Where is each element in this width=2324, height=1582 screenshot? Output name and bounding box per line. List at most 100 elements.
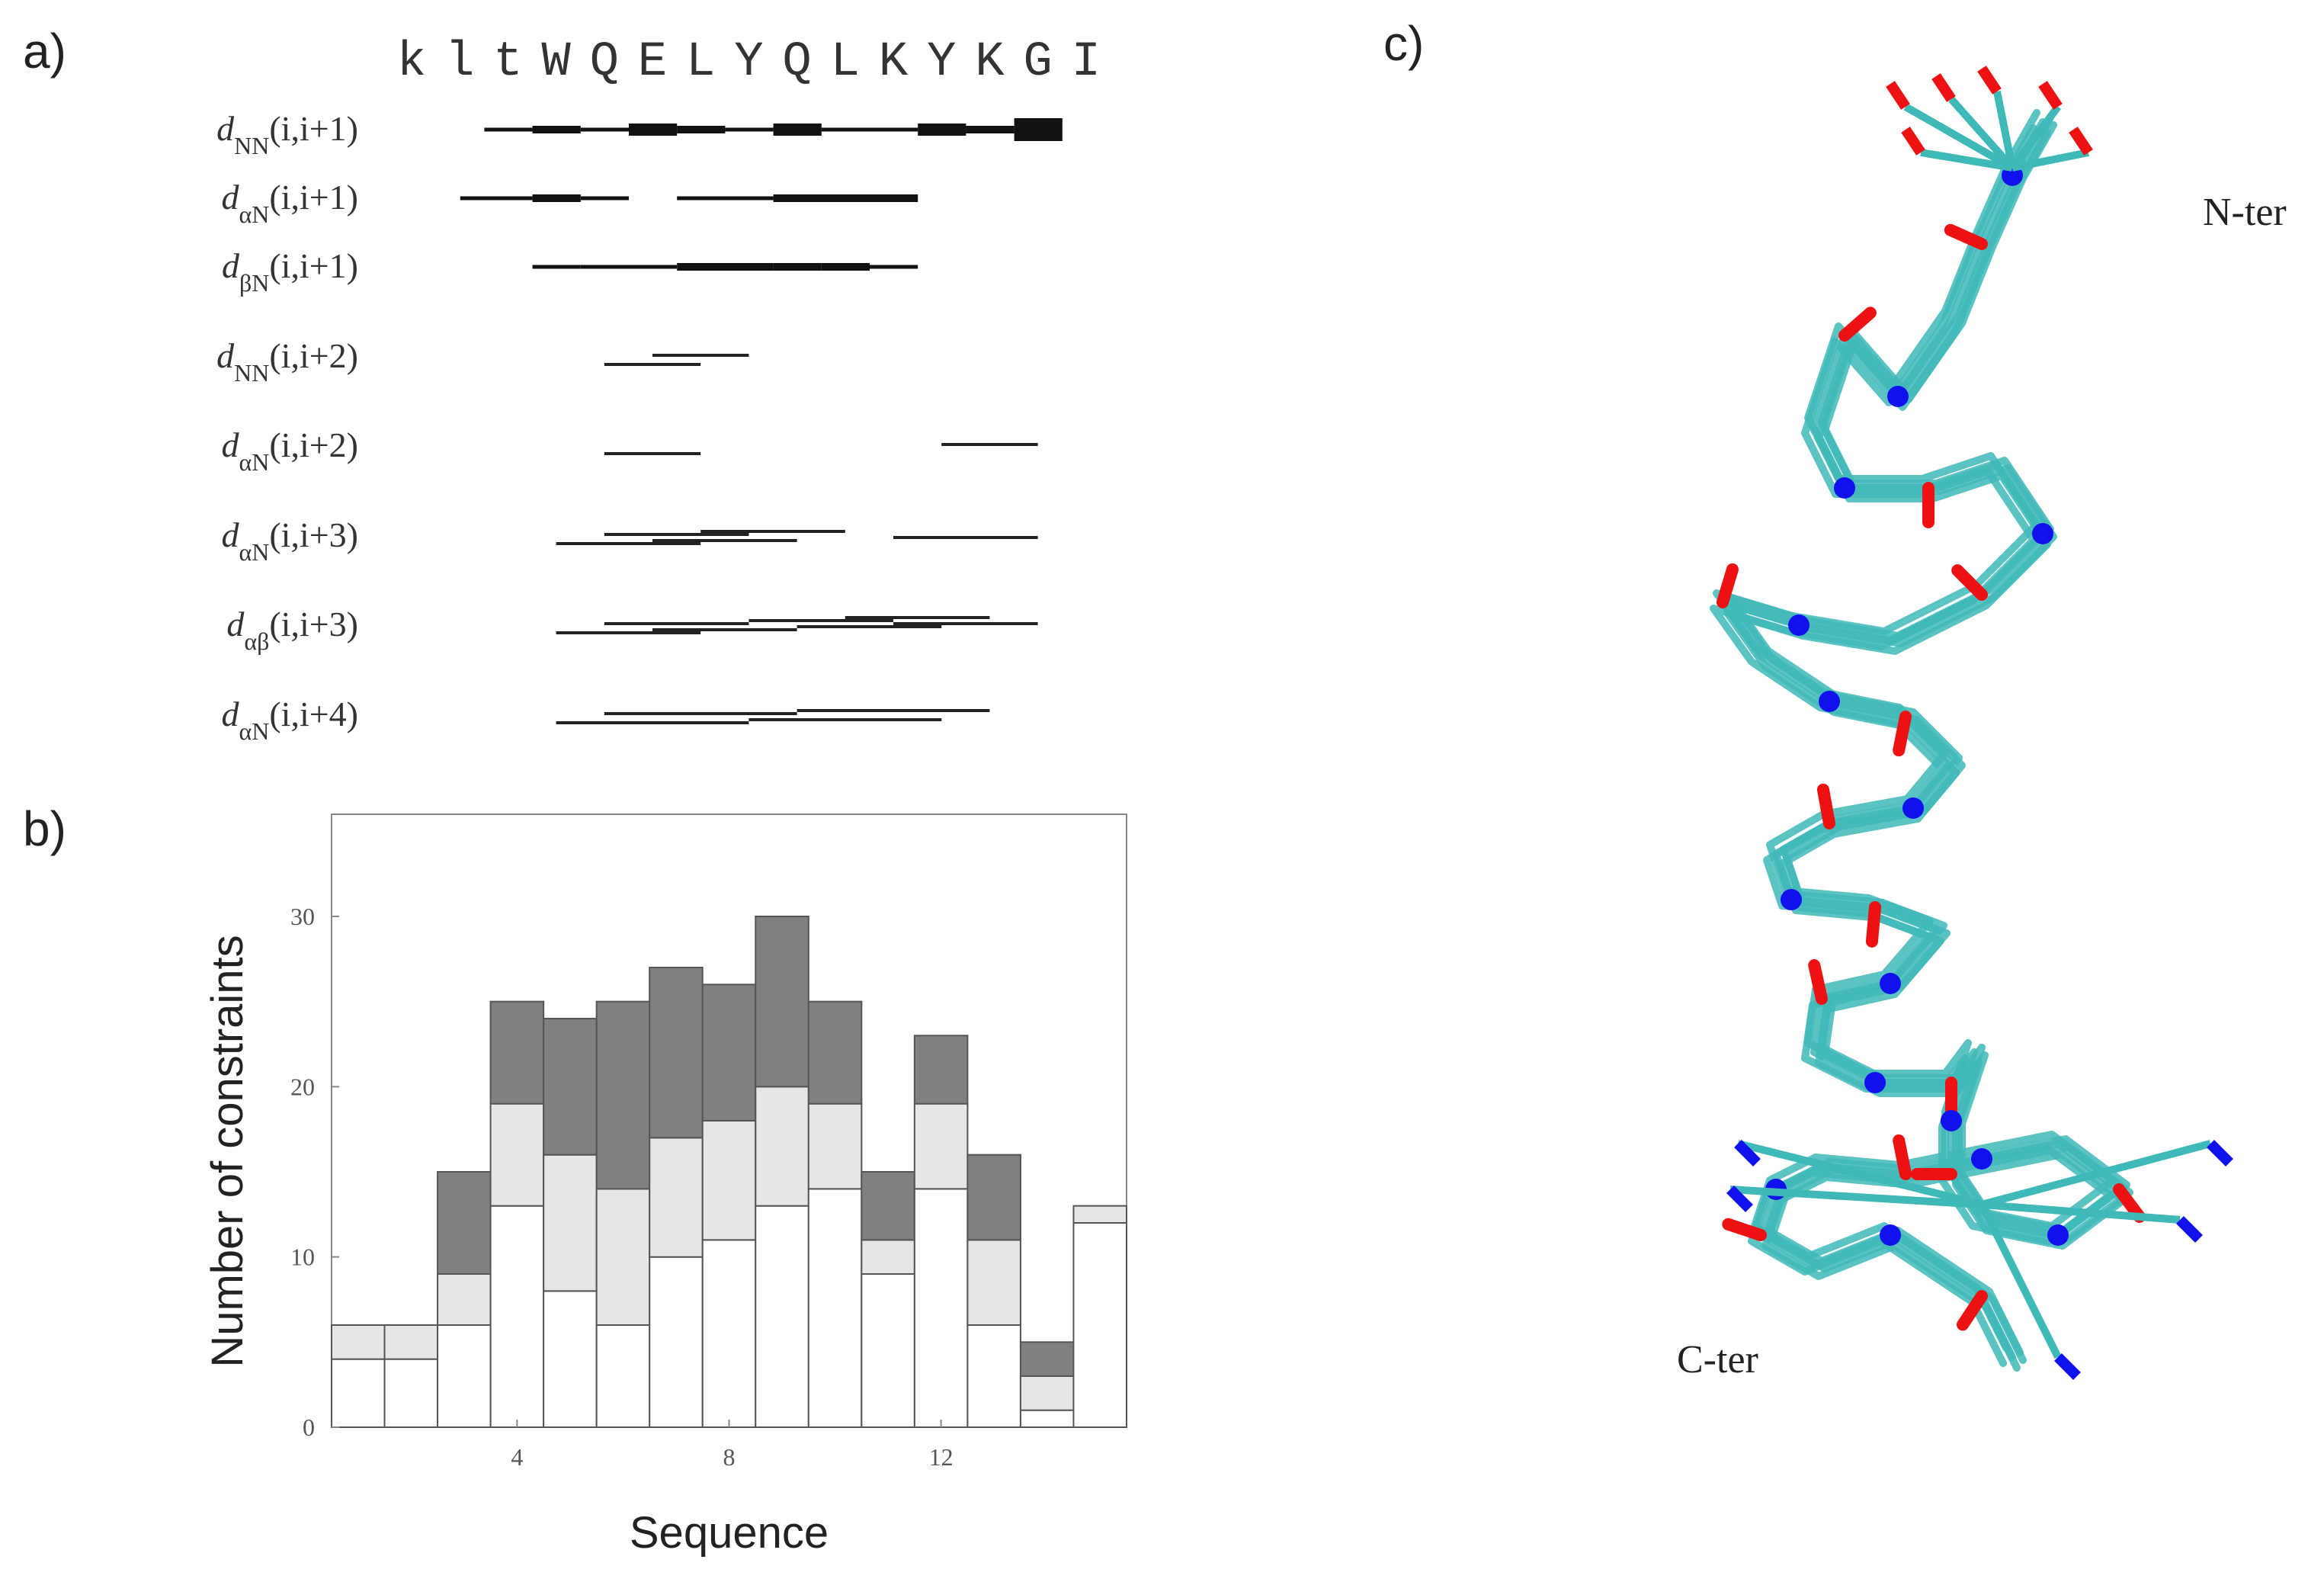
side-chain-oxygen (1931, 73, 1956, 102)
bar-segment (807, 1102, 863, 1190)
x-tick-label: 4 (511, 1443, 523, 1471)
noe-bar (580, 196, 629, 201)
sequence-residue: Q (782, 35, 811, 90)
carbonyl-oxygen (1722, 1218, 1767, 1241)
sequence-residue: Y (734, 35, 763, 90)
bar-segment (966, 1239, 1021, 1327)
bar-segment (543, 1018, 598, 1156)
side-chain (1736, 1140, 1983, 1208)
noe-bar (580, 265, 629, 269)
side-chain-oxygen (1886, 81, 1910, 110)
noe-bar (484, 127, 533, 132)
c-terminus-label: C-ter (1677, 1338, 1758, 1381)
noe-row-label: dαN(i,i+4) (221, 695, 358, 745)
noe-bar (870, 265, 918, 269)
side-chain (1903, 103, 2015, 172)
sequence-residue: K (975, 35, 1005, 90)
bar-segment (701, 1239, 757, 1429)
bar-segment (755, 1205, 809, 1428)
bar-segment (701, 1120, 757, 1241)
sequence-residue: L (686, 35, 715, 90)
panel-label-c: c) (1383, 16, 1425, 71)
side-chain-nitrogen (2054, 1353, 2081, 1380)
noe-bar (821, 127, 870, 132)
amide-nitrogen (1819, 691, 1840, 712)
carbonyl-oxygen (1838, 306, 1877, 342)
bar-segment (1072, 1205, 1128, 1224)
carbonyl-oxygen (1951, 564, 1988, 601)
carbonyl-oxygen (2113, 1183, 2146, 1223)
noe-bar (532, 194, 581, 202)
side-chain (1978, 1202, 2062, 1359)
side-chain (1920, 149, 2013, 172)
amide-nitrogen (2032, 523, 2053, 544)
bar-segment (913, 1188, 969, 1429)
side-chain (2011, 149, 2089, 172)
side-chain-oxygen (2038, 81, 2063, 110)
sequence-residue: W (541, 35, 571, 90)
noe-bar (629, 265, 678, 269)
panel-label-a: a) (23, 24, 66, 79)
carbonyl-oxygen (1808, 959, 1828, 1005)
bar-segment (649, 1256, 704, 1428)
bar-segment (755, 916, 809, 1088)
noe-row-label: dαN(i,i+3) (221, 515, 358, 566)
noe-bar (773, 124, 822, 136)
bar-segment (861, 1273, 915, 1428)
bar-segment (383, 1324, 439, 1360)
sequence-residue: E (638, 35, 667, 90)
bar-segment (649, 1137, 704, 1258)
noe-bar (580, 127, 629, 132)
noe-bar (1014, 118, 1063, 141)
carbonyl-oxygen (1944, 223, 1988, 250)
n-terminus-label: N-ter (2203, 191, 2287, 234)
side-chain-oxygen (2069, 127, 2093, 156)
amide-nitrogen (1781, 889, 1802, 910)
bar-segment (755, 1086, 809, 1207)
amide-nitrogen (1941, 1110, 1962, 1131)
bar-segment (913, 1035, 969, 1105)
noe-bar (918, 124, 966, 136)
bar-segment (437, 1273, 492, 1326)
bar-segment (489, 1000, 545, 1105)
side-chain-nitrogen (2176, 1216, 2203, 1243)
bar-segment (437, 1171, 492, 1275)
noe-row-label: dαN(i,i+1) (221, 178, 358, 228)
side-chain (1981, 1201, 2181, 1224)
sequence-residue: I (1072, 35, 1101, 90)
carbonyl-oxygen (1893, 711, 1912, 757)
y-axis-title: Number of constraints (203, 935, 252, 1367)
amide-nitrogen (1788, 615, 1810, 636)
x-axis-title: Sequence (630, 1508, 829, 1558)
noe-bar (773, 263, 822, 271)
bar-segment (807, 1000, 863, 1105)
peptide-structure-ensemble: N-ter C-ter (1677, 66, 2287, 1381)
noe-row-label: dαN(i,i+2) (221, 425, 358, 476)
noe-bar (821, 263, 870, 271)
bar-segment (861, 1171, 915, 1241)
amide-nitrogen (1864, 1072, 1886, 1093)
sequence-residue: L (831, 35, 860, 90)
sequence-residue: k (397, 35, 426, 90)
noe-bar (677, 126, 726, 133)
bar-segment (331, 1358, 386, 1428)
amide-nitrogen (1902, 797, 1924, 819)
sequence-residue: Q (590, 35, 619, 90)
constraints-bar-chart: 0 10 20 30 4 8 12 Sequence Number of constraints (203, 813, 1128, 1558)
side-chain-oxygen (1901, 127, 1925, 156)
bar-segment (437, 1324, 492, 1428)
amide-nitrogen (1971, 1148, 1992, 1170)
noe-connectivity-diagram (460, 118, 1063, 724)
amide-nitrogen (2047, 1224, 2069, 1246)
bar-segment (1019, 1409, 1075, 1428)
noe-row-label: dαβ(i,i+3) (226, 605, 358, 655)
bar-segment (913, 1102, 969, 1190)
noe-bar (629, 124, 678, 136)
noe-bar (460, 196, 533, 201)
bar-segment (489, 1205, 545, 1428)
amide-nitrogen (1834, 477, 1855, 499)
y-tick-label: 0 (303, 1414, 315, 1441)
side-chain-nitrogen (1734, 1140, 1761, 1166)
